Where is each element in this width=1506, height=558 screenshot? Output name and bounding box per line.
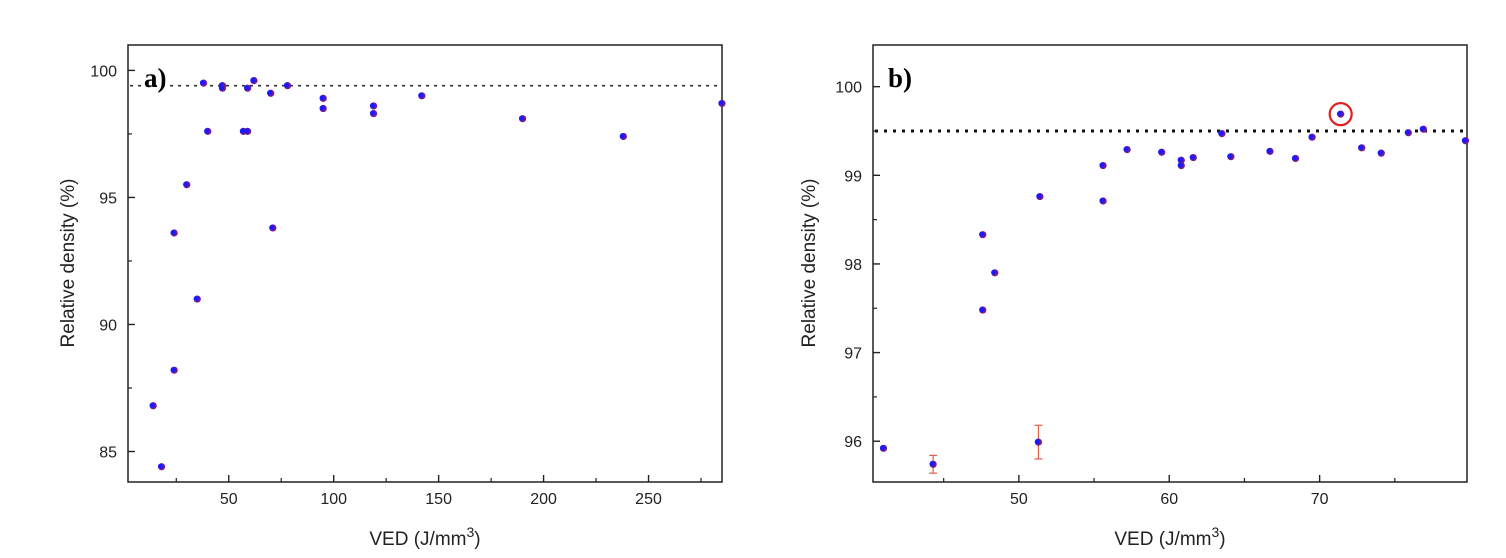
- panel-a-x-axis-label-suffix: ): [474, 529, 480, 550]
- panel-a-data-point: [519, 115, 525, 121]
- panel-b-label: b): [888, 63, 912, 93]
- panel-b-y-tick-label: 100: [835, 80, 862, 97]
- panel-a-data-point: [170, 367, 176, 373]
- panel-b-data-point: [1227, 153, 1233, 159]
- panel-b-x-axis-label-suffix: ): [1219, 529, 1225, 550]
- panel-b-data-point: [979, 231, 985, 237]
- panel-b-data-point: [1358, 144, 1364, 150]
- panel-a-data-point: [267, 90, 273, 96]
- panel-b-data-point: [1291, 155, 1298, 161]
- panel-b-data-point: [1189, 154, 1195, 160]
- panel-a-data-point: [204, 128, 210, 134]
- panel-b-data-point: [1218, 130, 1224, 136]
- panel-a-data-point: [718, 100, 724, 106]
- panel-a-x-tick-label: 200: [530, 491, 557, 508]
- panel-b-x-axis-label-main: VED (J/mm: [1114, 529, 1211, 550]
- panel-a-x-axis-label-sup: 3: [466, 524, 474, 540]
- panel-b-data-point: [1337, 111, 1343, 117]
- panel-b-x-tick-label: 60: [1160, 491, 1178, 508]
- panel-a-y-axis-label: Relative density (%): [58, 179, 79, 348]
- panel-a-data-point: [369, 110, 376, 116]
- panel-b-y-tick-label: 97: [844, 346, 862, 363]
- panel-b-data-point: [1099, 197, 1105, 204]
- panel-a-x-axis-label-main: VED (J/mm: [369, 529, 466, 550]
- panel-a-data-point: [619, 133, 625, 139]
- panel-b-data-point: [1404, 129, 1410, 135]
- panel-a-x-tick-label: 250: [635, 491, 662, 508]
- panel-b-data-point: [1266, 148, 1272, 154]
- panel-a-y-tick-label: 95: [99, 190, 117, 207]
- panel-a-data-point: [239, 128, 246, 134]
- panel-b-data-point: [929, 461, 935, 467]
- panel-b-chart: 50 60 70 96 97 98 99 100 b) Relative density (%…: [799, 44, 1470, 550]
- panel-b-y-tick-label: 99: [844, 168, 862, 185]
- panel-a-data-point: [369, 102, 376, 109]
- panel-b-data-point: [1177, 157, 1183, 163]
- panel-b-data-point: [979, 306, 985, 313]
- panel-a-x-tick-label: 150: [425, 491, 452, 508]
- panel-a-data-point: [418, 92, 424, 98]
- panel-a-x-axis-label: VED (J/mm3): [369, 524, 480, 550]
- panel-a-data-point: [319, 105, 325, 111]
- panel-b-y-tick-label: 98: [844, 257, 862, 274]
- panel-b-plot-frame: [872, 44, 1468, 483]
- panel-b-data-point: [1308, 134, 1314, 140]
- panel-a-points: [149, 76, 726, 471]
- panel-a-y-tick-label: 85: [99, 445, 117, 462]
- panel-b-data-point: [1158, 149, 1164, 155]
- panel-b-y-axis-label: Relative density (%): [799, 179, 820, 348]
- panel-b-ticks: 50 60 70 96 97 98 99 100: [835, 80, 1396, 508]
- panel-a-y-tick-label: 90: [99, 317, 117, 334]
- panel-a-data-point: [157, 463, 164, 469]
- panel-a-chart: 50 100 150 200 250 85 90 95 100 a) Relative dens…: [58, 44, 726, 550]
- panel-a-data-point: [170, 229, 176, 236]
- panel-b-x-axis-label: VED (J/mm3): [1114, 524, 1225, 550]
- panel-b-data-point: [991, 269, 997, 275]
- panel-a-data-point: [244, 85, 250, 91]
- panel-a-data-point: [319, 95, 325, 101]
- panel-a-data-point: [250, 77, 256, 83]
- panel-a-data-point: [283, 82, 290, 88]
- panel-a-label: a): [144, 63, 167, 93]
- panel-b-data-point: [1034, 439, 1041, 445]
- panel-a-data-point: [193, 295, 199, 302]
- panel-b-data-point: [1177, 162, 1183, 168]
- panel-a-y-tick-label: 100: [90, 63, 117, 80]
- panel-b-data-point: [1099, 162, 1105, 168]
- panel-b-highlight-ring: [1328, 102, 1353, 127]
- panel-b-y-tick-label: 96: [844, 434, 862, 451]
- panel-b-data-point: [879, 445, 886, 451]
- panel-a-data-point: [199, 80, 206, 86]
- panel-b-points: [879, 102, 1470, 474]
- panel-b-x-tick-label: 70: [1311, 491, 1329, 508]
- panel-b-data-point: [1036, 193, 1042, 199]
- panel-a-ticks: 50 100 150 200 250 85 90 95 100: [90, 63, 702, 508]
- panel-a-x-tick-label: 50: [220, 491, 238, 508]
- panel-b-data-point: [1419, 126, 1425, 132]
- panel-b-data-point: [1377, 150, 1383, 156]
- panel-b-data-point: [1123, 146, 1129, 152]
- panel-a-x-tick-label: 100: [320, 491, 347, 508]
- panel-b-x-tick-label: 50: [1010, 491, 1028, 508]
- panel-a-data-point: [183, 181, 189, 187]
- panel-a-data-point: [218, 85, 225, 91]
- panel-a-data-point: [149, 402, 155, 408]
- panel-a-data-point: [244, 128, 250, 134]
- panel-b-data-point: [1461, 137, 1468, 143]
- panel-b-x-axis-label-sup: 3: [1211, 524, 1219, 540]
- panel-a-plot-frame: [127, 44, 723, 483]
- panel-a-data-point: [269, 224, 275, 231]
